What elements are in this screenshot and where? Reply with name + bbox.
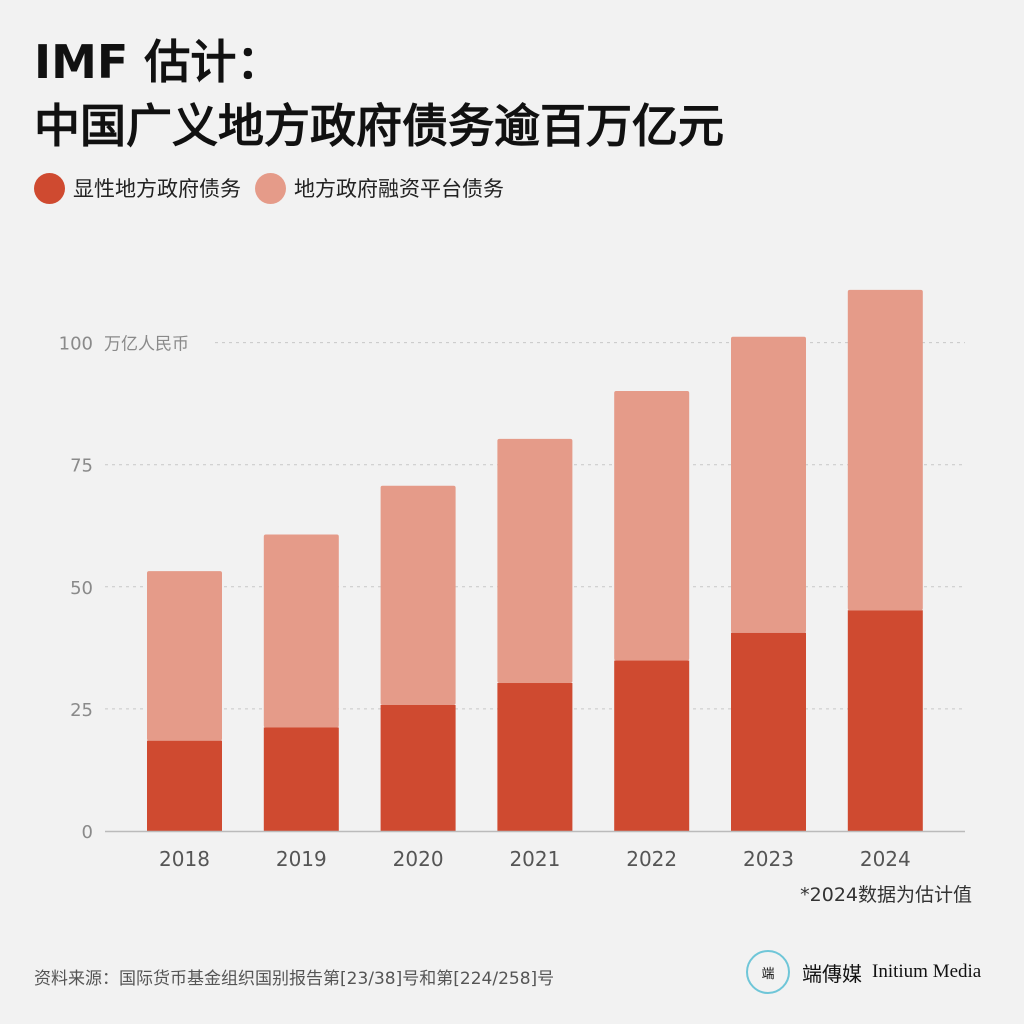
bar-2024-series-0	[847, 610, 923, 831]
bar-2018-series-1	[147, 571, 222, 741]
bar-2019-series-0	[263, 727, 339, 831]
x-tick-label-2023: 2023	[743, 847, 794, 871]
y-axis-unit-label: 万亿人民币	[104, 335, 189, 355]
bar-2022-series-1	[614, 390, 690, 661]
x-tick-label-2020: 2020	[393, 847, 444, 871]
bar-2021-series-1	[497, 438, 573, 684]
brand-name-cn: 端傳媒	[802, 961, 862, 986]
bar-2020-series-1	[380, 485, 456, 705]
x-tick-label-2021: 2021	[509, 847, 560, 871]
y-tick-label-25: 25	[70, 700, 93, 721]
title-line-2: 中国广义地方政府债务逾百万亿元	[34, 99, 724, 153]
initium-logo-icon: 端	[746, 950, 790, 994]
bar-2023-series-0	[731, 632, 806, 831]
bar-2024-series-1	[847, 289, 923, 611]
brand-name-en: Initium Media	[872, 961, 982, 982]
bar-2021-series-0	[497, 683, 573, 831]
footnote: *2024数据为估计值	[800, 884, 972, 906]
y-tick-label-50: 50	[70, 578, 93, 599]
legend-item-lgfv-debt: 地方政府融资平台债务	[255, 172, 504, 204]
chart-title: IMF 估计： 中国广义地方政府债务逾百万亿元	[34, 30, 994, 158]
x-tick-label-2019: 2019	[276, 847, 327, 871]
y-tick-label-100: 100	[59, 334, 93, 355]
y-tick-label-75: 75	[70, 456, 93, 477]
x-tick-label-2018: 2018	[159, 847, 210, 871]
source-note: 资料来源：国际货币基金组织国别报告第[23/38]号和第[224/258]号	[34, 969, 555, 989]
brand: 端 端傳媒 Initium Media	[746, 948, 981, 996]
bar-2018-series-0	[147, 740, 222, 831]
bar-2022-series-0	[614, 660, 690, 831]
legend-label-explicit-debt: 显性地方政府债务	[73, 177, 241, 201]
legend-label-lgfv-debt: 地方政府融资平台债务	[294, 177, 504, 201]
x-tick-label-2022: 2022	[626, 847, 677, 871]
x-tick-label-2024: 2024	[860, 847, 911, 871]
title-line-1: IMF 估计：	[34, 35, 283, 89]
legend-item-explicit-debt: 显性地方政府债务	[34, 172, 241, 204]
bar-2019-series-1	[263, 534, 339, 728]
legend-swatch-lgfv-debt	[255, 172, 286, 204]
legend: 显性地方政府债务 地方政府融资平台债务	[34, 172, 518, 204]
y-tick-label-0: 0	[82, 822, 93, 843]
legend-swatch-explicit-debt	[34, 172, 65, 204]
bar-2020-series-0	[380, 704, 456, 831]
bar-2023-series-1	[731, 336, 806, 633]
logo-glyph: 端	[761, 966, 775, 982]
